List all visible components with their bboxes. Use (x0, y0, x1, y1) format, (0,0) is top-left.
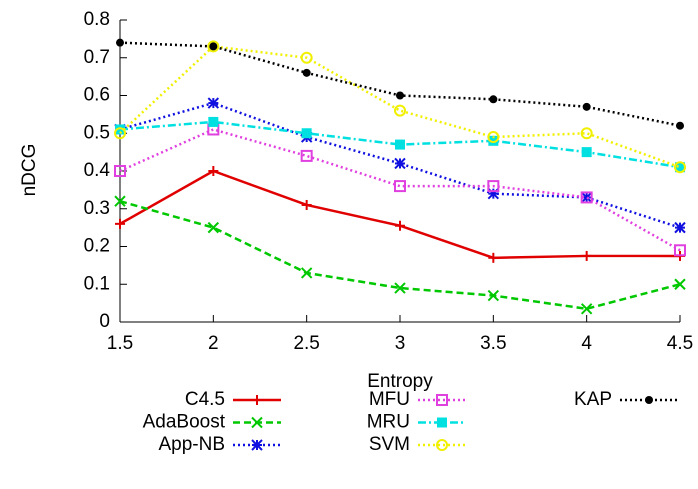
x-tick-label: 2 (208, 333, 219, 354)
marker-shape (437, 418, 447, 428)
marker-shape (395, 140, 405, 150)
legend-label: AdaBoost (143, 412, 226, 433)
point-marker (208, 117, 218, 127)
page: {"chart_data": {"type": "line", "x_label… (0, 0, 698, 489)
point-marker (582, 251, 592, 261)
x-tick-label: 4.5 (667, 333, 693, 354)
marker-shape (116, 39, 124, 47)
legend-label: MRU (367, 412, 410, 433)
y-tick-label: 0 (99, 311, 110, 332)
point-marker (395, 158, 405, 168)
point-marker (116, 39, 124, 47)
marker-shape (582, 147, 592, 157)
y-tick-label: 0.8 (84, 9, 110, 30)
marker-shape (303, 69, 311, 77)
x-tick-label: 2.5 (293, 333, 319, 354)
point-marker (395, 140, 405, 150)
point-marker (208, 166, 218, 176)
y-tick-label: 0.3 (84, 198, 110, 219)
legend-marker (437, 418, 447, 428)
point-marker (582, 147, 592, 157)
y-tick-label: 0.4 (84, 160, 111, 181)
series-line (120, 43, 680, 126)
x-tick-label: 1.5 (107, 333, 133, 354)
marker-shape (676, 122, 684, 130)
point-marker (395, 106, 405, 116)
point-marker (488, 253, 498, 263)
point-marker (395, 221, 405, 231)
legend-marker (252, 395, 262, 405)
marker-shape (209, 42, 217, 50)
y-tick-label: 0.1 (84, 273, 110, 294)
point-marker (396, 92, 404, 100)
y-tick-label: 0.2 (84, 236, 110, 257)
point-marker (302, 128, 312, 138)
legend-label: KAP (574, 389, 612, 410)
point-marker (208, 98, 218, 108)
point-marker (302, 200, 312, 210)
legend-label: C4.5 (185, 389, 225, 410)
series-line (120, 171, 680, 258)
x-tick-label: 4 (581, 333, 592, 354)
point-marker (489, 95, 497, 103)
y-axis-label: nDCG (19, 144, 40, 197)
legend-label: App-NB (158, 434, 225, 455)
y-tick-label: 0.5 (84, 122, 110, 143)
marker-shape (302, 128, 312, 138)
legend-label: SVM (369, 434, 410, 455)
point-marker (209, 42, 217, 50)
y-tick-label: 0.7 (84, 47, 110, 68)
legend-marker (252, 440, 262, 450)
marker-shape (583, 103, 591, 111)
legend-marker (645, 396, 653, 404)
point-marker (583, 103, 591, 111)
marker-shape (396, 92, 404, 100)
chart: nDCG Entropy 00.10.20.30.40.50.60.70.81.… (0, 0, 698, 489)
marker-shape (395, 106, 405, 116)
point-marker (676, 122, 684, 130)
point-marker (675, 223, 685, 233)
legend-label: MFU (369, 389, 410, 410)
point-marker (115, 219, 125, 229)
point-marker (303, 69, 311, 77)
y-tick-label: 0.6 (84, 85, 110, 106)
x-tick-label: 3 (395, 333, 406, 354)
x-tick-label: 3.5 (480, 333, 506, 354)
marker-shape (208, 117, 218, 127)
marker-shape (489, 95, 497, 103)
marker-shape (645, 396, 653, 404)
